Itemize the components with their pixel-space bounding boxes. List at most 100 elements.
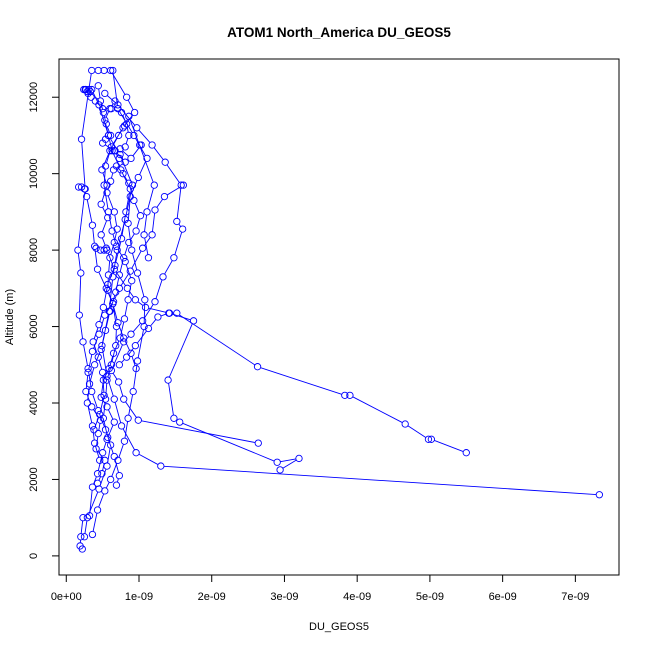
- series-segment: [116, 152, 124, 161]
- series-segment: [99, 318, 105, 332]
- series-segment: [105, 111, 110, 118]
- series-segment: [101, 383, 104, 395]
- series-segment: [108, 293, 113, 301]
- data-point: [101, 311, 109, 319]
- series-segment: [144, 237, 149, 255]
- data-point: [341, 391, 349, 400]
- y-tick-label: 0: [28, 553, 40, 559]
- data-point: [110, 395, 118, 403]
- profile-series: [115, 309, 470, 457]
- data-point: [79, 514, 87, 522]
- series-segment: [84, 520, 88, 534]
- series-segment: [95, 446, 100, 458]
- data-point: [124, 219, 132, 228]
- series-segment: [89, 490, 93, 513]
- data-point: [173, 309, 181, 317]
- data-point: [170, 254, 178, 262]
- series-segment: [98, 271, 106, 286]
- data-point: [120, 254, 128, 262]
- series-segment: [102, 172, 107, 183]
- data-point: [124, 296, 132, 304]
- series-segment: [166, 186, 181, 196]
- data-point: [127, 154, 135, 163]
- profile-series: [76, 66, 139, 553]
- data-point: [120, 122, 129, 130]
- data-point: [77, 269, 85, 277]
- data-point: [101, 326, 110, 335]
- series-segment: [81, 142, 86, 186]
- series-segment: [95, 352, 101, 363]
- data-point: [88, 347, 97, 356]
- series-segment: [179, 314, 256, 366]
- data-point: [94, 429, 102, 438]
- data-point: [98, 105, 107, 113]
- x-tick-label: 5e-09: [416, 591, 444, 603]
- data-point: [273, 458, 281, 466]
- series-segment: [107, 409, 114, 420]
- series-segment: [125, 264, 132, 278]
- series-segment: [112, 372, 118, 380]
- series-segment: [112, 253, 118, 274]
- series-segment: [122, 428, 135, 451]
- data-point: [106, 254, 114, 262]
- series-segment: [103, 287, 108, 305]
- series-segment: [87, 406, 93, 423]
- data-point: [98, 470, 106, 478]
- series-segment: [147, 188, 154, 209]
- data-point: [101, 395, 110, 403]
- data-point: [401, 420, 409, 428]
- series-segment: [114, 402, 122, 423]
- y-tick-label: 8000: [28, 238, 40, 262]
- data-point: [132, 449, 140, 457]
- data-point: [424, 435, 433, 443]
- data-point: [113, 225, 121, 233]
- data-point: [90, 242, 99, 250]
- data-point: [99, 303, 108, 312]
- series-segment: [115, 277, 120, 290]
- data-point: [110, 265, 118, 273]
- series-segment: [98, 413, 105, 427]
- series-segment: [122, 150, 129, 157]
- series-segment: [98, 360, 103, 370]
- data-point: [134, 173, 142, 182]
- series-segment: [143, 304, 154, 319]
- data-point: [90, 361, 99, 369]
- data-point: [157, 462, 165, 470]
- series-segment: [99, 310, 104, 322]
- data-point: [114, 319, 122, 327]
- series-segment: [144, 215, 148, 232]
- series-segment: [92, 394, 98, 408]
- series-segment: [130, 233, 135, 241]
- x-tick-label: 6e-09: [489, 591, 517, 603]
- data-point: [84, 364, 92, 373]
- data-point: [138, 244, 147, 252]
- series-segment: [87, 387, 90, 400]
- data-point: [86, 87, 94, 96]
- series-segment: [133, 364, 138, 389]
- chart-title: ATOM1 North_America DU_GEOS5: [227, 25, 451, 40]
- series-segment: [106, 95, 116, 104]
- data-point: [84, 368, 92, 377]
- data-point: [178, 225, 187, 233]
- series-segment: [129, 119, 154, 183]
- data-point: [120, 395, 128, 403]
- series-segment: [107, 195, 114, 210]
- series-segment: [124, 245, 129, 255]
- series-segment: [126, 192, 131, 209]
- y-tick-label: 12000: [28, 82, 40, 113]
- series-segment: [111, 463, 118, 477]
- series-segment: [111, 72, 126, 95]
- series-segment: [126, 127, 129, 133]
- data-point: [117, 108, 126, 117]
- data-point: [93, 506, 102, 514]
- series-segment: [128, 226, 132, 248]
- series-segment: [104, 371, 109, 378]
- data-point: [93, 265, 102, 273]
- data-point: [98, 166, 106, 174]
- data-point: [107, 361, 116, 369]
- data-point: [98, 139, 107, 147]
- data-point: [99, 108, 108, 117]
- data-point: [93, 470, 102, 478]
- data-point: [117, 422, 126, 430]
